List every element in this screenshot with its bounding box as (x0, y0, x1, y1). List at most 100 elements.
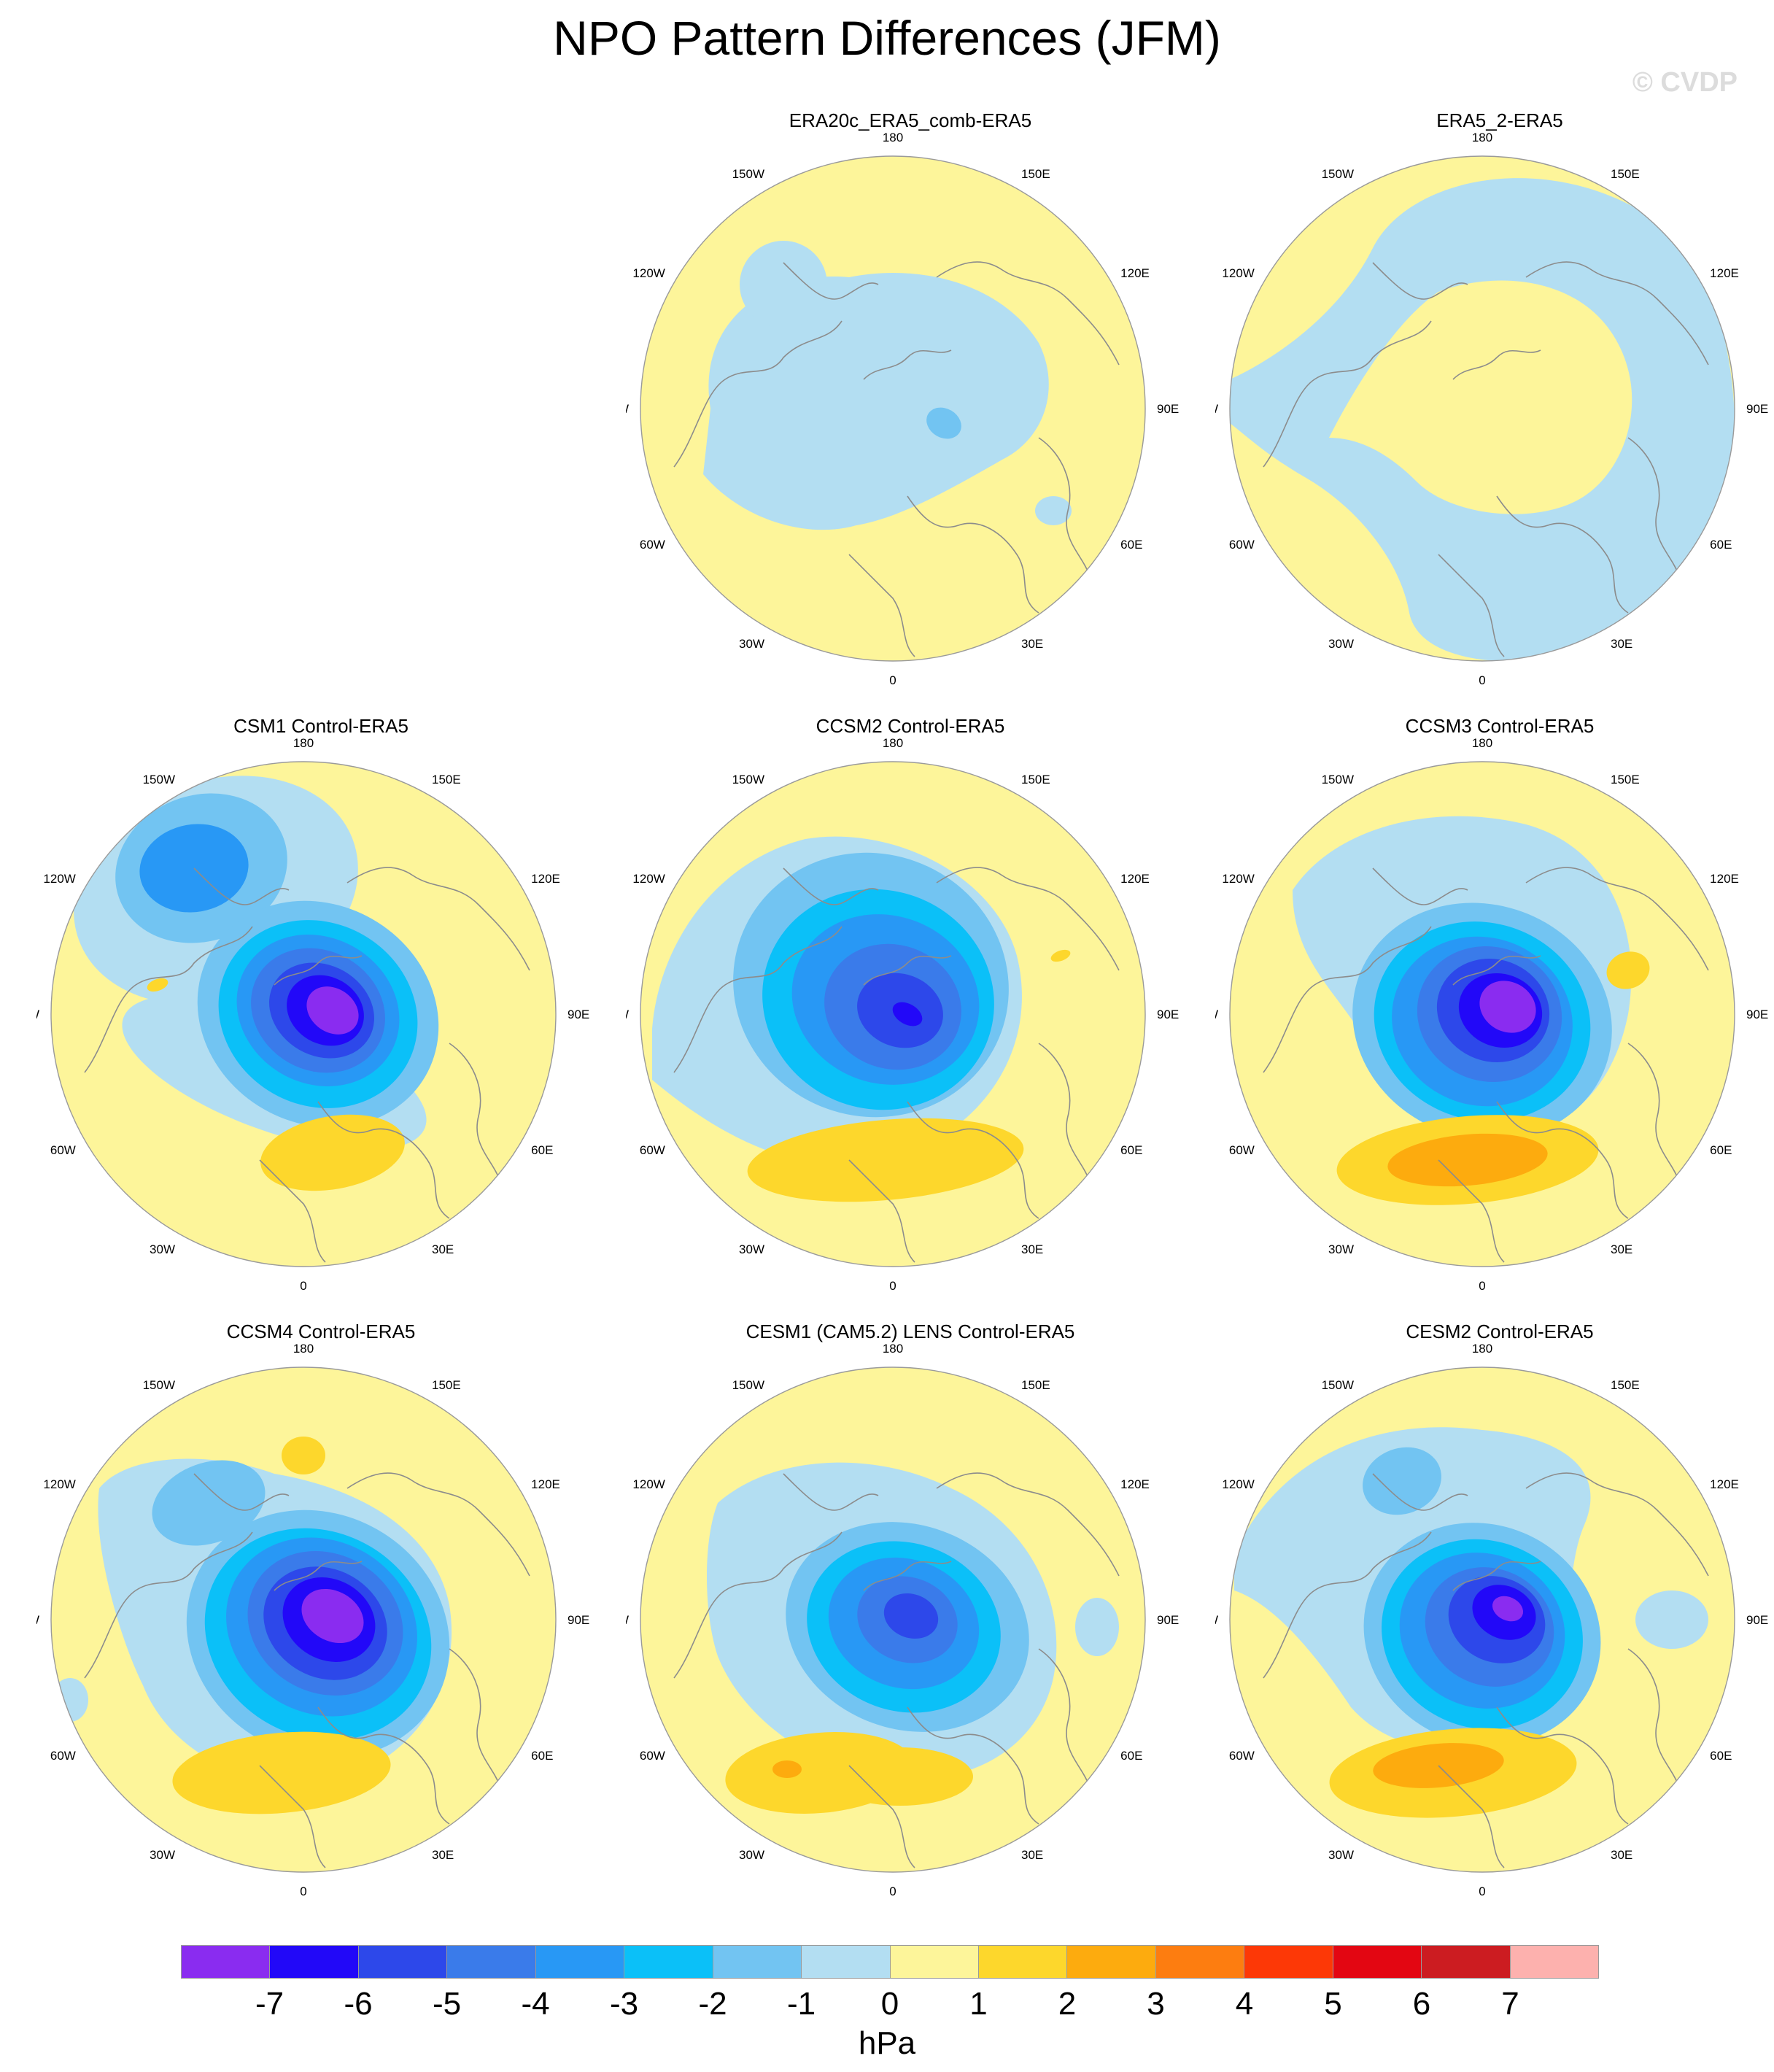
panel-title-ccsm4: CCSM4 Control-ERA5 (226, 1321, 416, 1342)
field-shading (1230, 1367, 1735, 1872)
longitude-label: 30W (150, 1242, 175, 1256)
coastline (317, 1706, 450, 1825)
map-panel-csm1: CSM1 Control-ERA5 180 150E 120E 90E 60E 30E 0 3… (36, 715, 605, 1313)
coastline (1452, 349, 1541, 380)
panel-title-csm1: CSM1 Control-ERA5 (233, 715, 408, 737)
contour-region (282, 1437, 325, 1474)
longitude-label: 30W (739, 1848, 764, 1862)
longitude-label: 150E (1021, 773, 1050, 786)
longitude-label: 120W (1222, 1477, 1254, 1491)
coastlines (673, 1472, 1120, 1868)
longitude-label: 30E (1021, 1242, 1043, 1256)
coastline (1372, 867, 1468, 905)
longitude-label: 150W (732, 773, 764, 786)
colorbar-cell (1421, 1945, 1510, 1979)
coastline (1263, 926, 1432, 1073)
map-panel-cesm1: CESM1 (CAM5.2) LENS Control-ERA5 180 150E… (626, 1321, 1195, 1919)
longitude-label: 0 (1479, 1279, 1485, 1293)
longitude-label: 120E (1120, 872, 1150, 886)
map-outline (1229, 1366, 1735, 1873)
coastline (863, 1561, 952, 1591)
map-panel-era20c: ERA20c_ERA5_comb-ERA5 180 150E 120E 90E 60E 3… (626, 109, 1195, 708)
watermark: © CVDP (1632, 67, 1738, 98)
map-panel-ccsm4: CCSM4 Control-ERA5 180 150E 120E 90E 60E 30E 0… (36, 1321, 605, 1919)
longitude-label: 90W (1215, 1008, 1218, 1021)
colorbar-tick-label: -2 (698, 1986, 727, 2022)
colorbar-cell (712, 1945, 802, 1979)
coastline (193, 867, 290, 905)
longitude-label: 150W (1322, 167, 1354, 181)
contour-region (747, 1118, 1024, 1202)
longitude-label: 180 (883, 736, 903, 750)
contour-region (703, 273, 1049, 530)
coastline (1038, 437, 1091, 577)
polar-map-cesm1: 180 150E 120E 90E 60E 30E 0 30W 60W 90W 120W 150W (626, 1342, 1179, 1898)
coastline (848, 1159, 915, 1263)
map-panel-era5-2: ERA5_2-ERA5 180 150E 120E 90E 60E 30E 0 30W 60W 9… (1215, 109, 1774, 708)
field-shading (640, 1367, 1145, 1872)
longitude-label: 60W (1229, 1749, 1255, 1763)
longitude-label: 30W (150, 1848, 175, 1862)
coastline (863, 955, 952, 986)
longitude-label: 0 (889, 1279, 896, 1293)
contour-region (883, 1593, 939, 1639)
longitude-label: 120E (1710, 266, 1739, 280)
coastline (1263, 1531, 1432, 1679)
colorbar-tick-label: 4 (1235, 1986, 1254, 2022)
longitude-label: 90E (1746, 402, 1768, 416)
panel-title-era20c: ERA20c_ERA5_comb-ERA5 (789, 109, 1032, 131)
coastline (84, 926, 253, 1073)
coastlines (673, 867, 1120, 1263)
coastline (449, 1043, 501, 1183)
map-outline (640, 155, 1146, 662)
colorbar-cell (357, 1945, 447, 1979)
longitude-label: 180 (1472, 131, 1492, 144)
longitude-label: 150E (432, 1378, 461, 1392)
contour-region (152, 1460, 266, 1546)
longitude-label: 90W (1215, 1613, 1218, 1627)
coastline (783, 867, 879, 905)
panel-title-cesm2: CESM2 Control-ERA5 (1406, 1321, 1594, 1342)
longitude-label: 0 (300, 1884, 306, 1898)
longitude-label: 60E (531, 1143, 553, 1157)
colorbar-cell (889, 1945, 978, 1979)
panel-title-era5-2: ERA5_2-ERA5 (1436, 109, 1563, 131)
coastline (783, 1473, 879, 1511)
coastline (84, 1531, 253, 1679)
colorbar-cell (801, 1945, 890, 1979)
coastline (936, 261, 1120, 366)
contour-region (926, 407, 961, 439)
contour-region (1075, 1598, 1119, 1656)
coastline (1438, 554, 1505, 657)
longitude-label: 150W (1322, 773, 1354, 786)
coastline (673, 1531, 843, 1679)
longitude-label: 90W (626, 402, 629, 416)
longitude-label: 30W (739, 637, 764, 651)
polar-map-ccsm3: 180 150E 120E 90E 60E 30E 0 30W 60W 90W 120W 150W (1215, 736, 1768, 1293)
longitude-label: 90E (1746, 1008, 1768, 1021)
longitude-label: 150E (1021, 1378, 1050, 1392)
longitude-label: 60E (1710, 1143, 1732, 1157)
colorbar-tick-label: -4 (521, 1986, 550, 2022)
coastline (259, 1765, 326, 1868)
coastline (193, 1473, 290, 1511)
longitude-label: 30W (1328, 1848, 1354, 1862)
coastline (673, 926, 843, 1073)
polar-map-era20c: 180 150E 120E 90E 60E 30E 0 30W 60W 90W 120W 150W (626, 131, 1179, 687)
longitude-label: 60W (640, 1143, 665, 1157)
longitude-label: 0 (1479, 673, 1485, 687)
coastline (848, 554, 915, 657)
longitude-label: 30W (1328, 637, 1354, 651)
longitude-label: 0 (300, 1279, 306, 1293)
longitude-label: 30E (1021, 637, 1043, 651)
main-title: NPO Pattern Differences (JFM) (553, 11, 1221, 65)
coastline (1038, 1648, 1091, 1788)
contour-region (1606, 951, 1650, 989)
contour-region (772, 1760, 802, 1778)
longitude-label: 120W (43, 872, 75, 886)
longitude-label: 150W (143, 773, 175, 786)
coastline (1627, 1043, 1680, 1183)
colorbar-tick-label: -7 (255, 1986, 284, 2022)
coastline (848, 1765, 915, 1868)
coastline (1496, 1706, 1629, 1825)
